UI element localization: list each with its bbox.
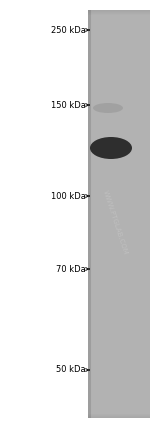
Text: 100 kDa: 100 kDa	[51, 191, 86, 200]
Text: WWW.PTGLAB.COM: WWW.PTGLAB.COM	[102, 190, 129, 256]
Text: 70 kDa: 70 kDa	[56, 265, 86, 273]
Text: 150 kDa: 150 kDa	[51, 101, 86, 110]
Ellipse shape	[90, 137, 132, 159]
Text: 250 kDa: 250 kDa	[51, 26, 86, 35]
Ellipse shape	[93, 103, 123, 113]
Text: 50 kDa: 50 kDa	[56, 366, 86, 374]
